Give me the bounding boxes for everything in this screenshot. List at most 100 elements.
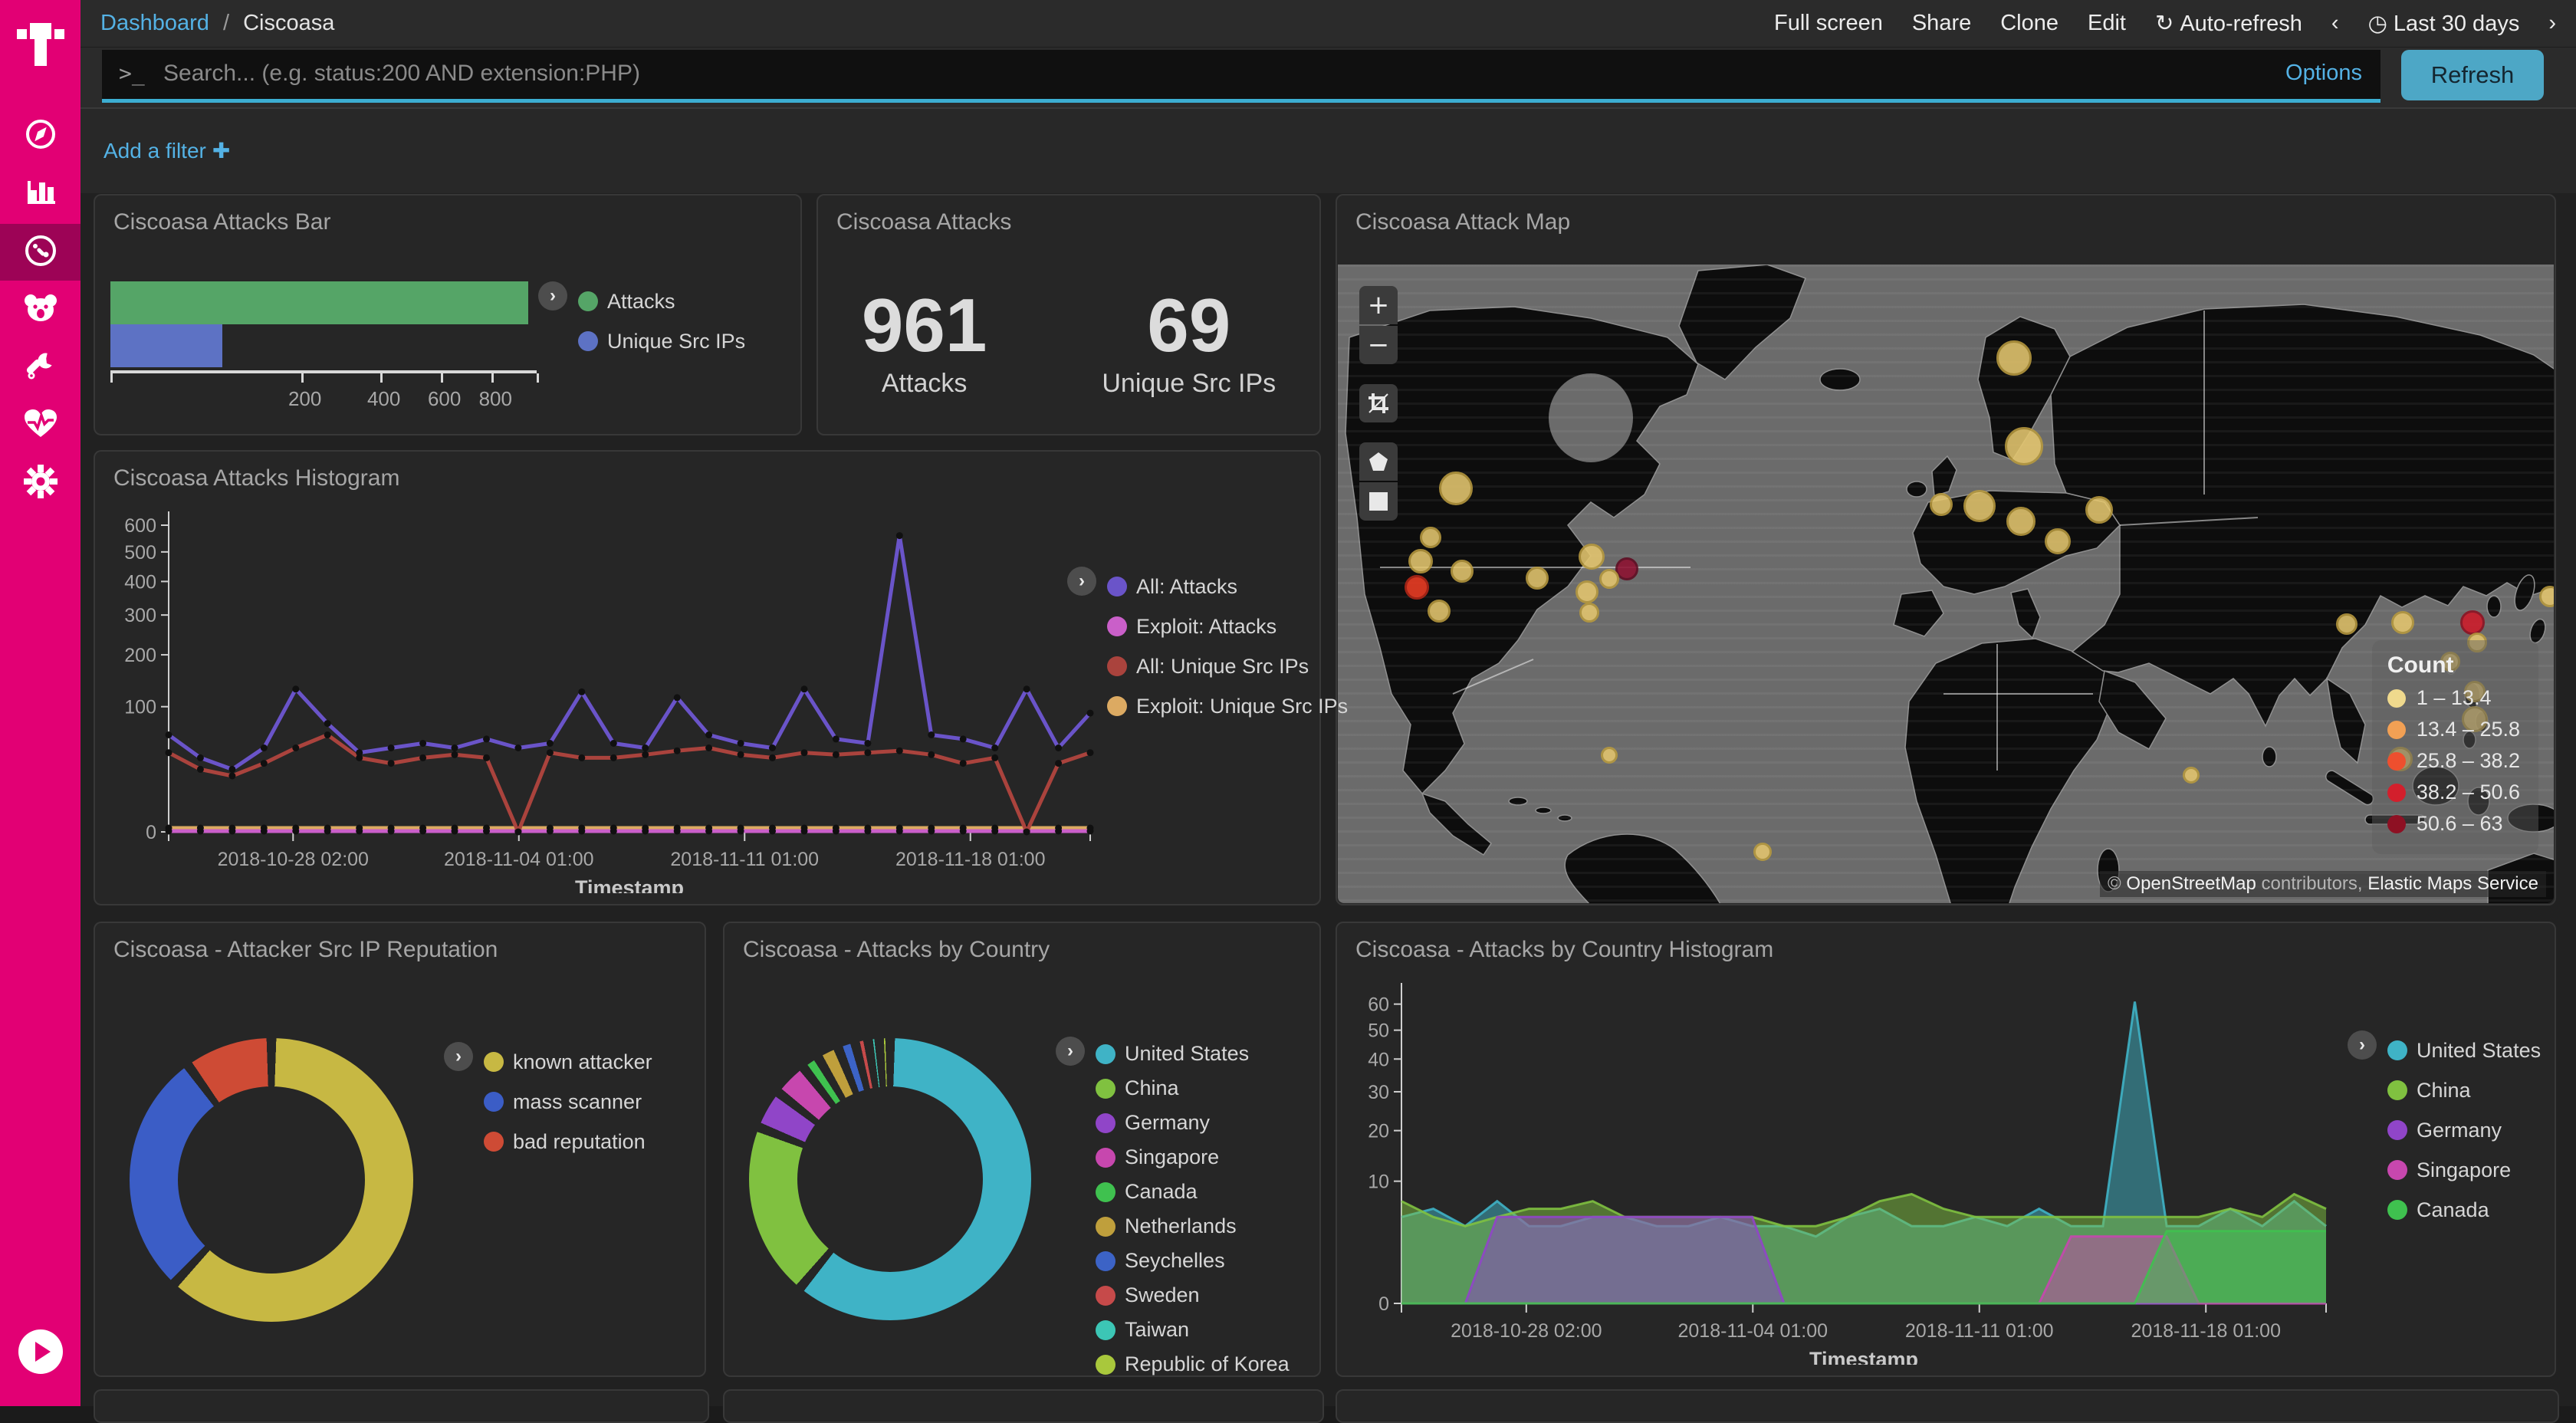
svg-text:2018-11-18 01:00: 2018-11-18 01:00	[2131, 1320, 2281, 1342]
svg-text:100: 100	[124, 697, 156, 718]
reputation-donut-chart[interactable]	[130, 1038, 413, 1322]
map-fit-data-button[interactable]	[1359, 384, 1398, 422]
map-draw-rectangle-button[interactable]	[1359, 482, 1398, 521]
legend-item[interactable]: Attacks	[578, 281, 745, 321]
legend-toggle-icon[interactable]: ›	[1067, 567, 1096, 596]
legend-item[interactable]: Taiwan	[1096, 1313, 1290, 1347]
refresh-button[interactable]: Refresh	[2401, 50, 2544, 100]
attack-location-dot	[2463, 681, 2486, 703]
legend-label: China	[2417, 1078, 2471, 1102]
fullscreen-button[interactable]: Full screen	[1774, 11, 1883, 35]
legend-item[interactable]: China	[1096, 1071, 1290, 1106]
legend-color-dot	[484, 1132, 504, 1152]
options-link[interactable]: Options	[2285, 61, 2362, 85]
legend-color-dot	[1096, 1354, 1116, 1375]
legend-item[interactable]: Canada	[1096, 1175, 1290, 1209]
panel-title: Ciscoasa - Attacks by Country	[743, 937, 1050, 962]
heartbeat-icon	[23, 408, 58, 444]
map-zoom-out-button[interactable]: −	[1359, 326, 1398, 364]
osm-link[interactable]: OpenStreetMap	[2126, 873, 2256, 894]
map-zoom-in-button[interactable]: +	[1359, 286, 1398, 324]
sidebar-item-visualize[interactable]	[0, 164, 80, 221]
legend-item[interactable]: Singapore	[1096, 1140, 1290, 1175]
panel-stub	[94, 1389, 709, 1423]
legend-item[interactable]: Canada	[2387, 1190, 2541, 1230]
map-draw-polygon-button[interactable]	[1359, 442, 1398, 481]
legend-toggle-icon[interactable]: ›	[1056, 1037, 1085, 1066]
attack-location-dot	[1427, 600, 1451, 623]
legend-item[interactable]: United States	[2387, 1030, 2541, 1070]
search-input[interactable]	[162, 50, 2212, 97]
time-back-button[interactable]: ‹	[2331, 11, 2339, 35]
sidebar-item-dev-tools[interactable]	[0, 340, 80, 396]
edit-button[interactable]: Edit	[2088, 11, 2126, 35]
legend-item[interactable]: Republic of Korea	[1096, 1347, 1290, 1382]
bar-Unique Src IPs[interactable]	[110, 324, 537, 367]
legend-color-dot	[1107, 656, 1127, 676]
legend-label: Germany	[2417, 1118, 2502, 1142]
legend-label: Sweden	[1125, 1283, 1200, 1306]
legend-item[interactable]: All: Unique Src IPs	[1107, 646, 1348, 686]
legend-color-dot	[1096, 1216, 1116, 1237]
legend-toggle-icon[interactable]: ›	[444, 1042, 473, 1071]
world-map[interactable]: + −	[1338, 265, 2554, 903]
clock-icon: ◷	[2367, 10, 2387, 36]
legend-color-dot	[1096, 1250, 1116, 1271]
collapse-nav-button[interactable]	[18, 1329, 63, 1374]
share-button[interactable]: Share	[1911, 11, 1972, 35]
country-donut-chart[interactable]	[749, 1038, 1031, 1320]
legend-item[interactable]: Singapore	[2387, 1150, 2541, 1190]
sidebar-item-discover[interactable]	[0, 107, 80, 164]
panel-stub	[723, 1389, 1324, 1423]
breadcrumb-dashboard-link[interactable]: Dashboard	[100, 11, 209, 35]
breadcrumb-current: Ciscoasa	[243, 11, 335, 35]
legend-label: United States	[1125, 1042, 1250, 1065]
compass-icon	[25, 118, 57, 154]
t-mobile-logo[interactable]	[17, 17, 64, 74]
clone-button[interactable]: Clone	[2000, 11, 2059, 35]
attack-location-dot	[2006, 506, 2036, 536]
legend-item[interactable]: known attacker	[484, 1042, 652, 1082]
metric-value: 69	[1147, 283, 1231, 367]
map-legend-title: Count	[2387, 652, 2454, 678]
legend-item[interactable]: Seychelles	[1096, 1244, 1290, 1278]
wrench-icon	[25, 350, 57, 386]
time-forward-button[interactable]: ›	[2548, 11, 2556, 35]
legend-item[interactable]: Sweden	[1096, 1278, 1290, 1313]
legend-label: China	[1125, 1076, 1179, 1099]
attack-location-dot	[1963, 489, 1996, 522]
search-box: >_ Options	[102, 50, 2380, 103]
legend-toggle-icon[interactable]: ›	[538, 281, 567, 311]
legend-item[interactable]: China	[2387, 1070, 2541, 1110]
legend-item[interactable]: mass scanner	[484, 1082, 652, 1122]
sidebar-item-dashboard[interactable]	[0, 224, 80, 281]
legend-color-dot	[1107, 696, 1127, 716]
legend-item[interactable]: United States	[1096, 1037, 1290, 1071]
bar-Attacks[interactable]	[110, 281, 537, 324]
ems-link[interactable]: Elastic Maps Service	[2367, 873, 2538, 894]
legend-label: United States	[2417, 1038, 2542, 1062]
sidebar-item-management[interactable]	[0, 455, 80, 511]
legend-item[interactable]: Unique Src IPs	[578, 321, 745, 361]
legend-item[interactable]: Germany	[1096, 1106, 1290, 1140]
svg-text:400: 400	[124, 571, 156, 593]
map-legend-dot	[2387, 688, 2406, 708]
legend-item[interactable]: All: Attacks	[1107, 567, 1348, 606]
legend-item[interactable]: bad reputation	[484, 1122, 652, 1162]
bear-icon	[23, 293, 58, 329]
legend-item[interactable]: Exploit: Attacks	[1107, 606, 1348, 646]
svg-text:0: 0	[146, 822, 156, 843]
legend-item[interactable]: Exploit: Unique Src IPs	[1107, 686, 1348, 726]
auto-refresh-button[interactable]: ↻ Auto-refresh	[2155, 10, 2302, 36]
sidebar-item-monitoring[interactable]	[0, 397, 80, 454]
sidebar-item-bear-app[interactable]	[0, 282, 80, 339]
legend-toggle-icon[interactable]: ›	[2348, 1030, 2377, 1060]
attack-location-dot	[2459, 610, 2485, 636]
plus-icon: ✚	[212, 138, 231, 163]
attack-location-dot	[2336, 613, 2358, 635]
legend-item[interactable]: Netherlands	[1096, 1209, 1290, 1244]
time-range-button[interactable]: ◷ Last 30 days	[2367, 10, 2520, 36]
legend-label: Germany	[1125, 1111, 1211, 1134]
add-filter-link[interactable]: Add a filter ✚	[104, 138, 231, 163]
legend-item[interactable]: Germany	[2387, 1110, 2541, 1150]
